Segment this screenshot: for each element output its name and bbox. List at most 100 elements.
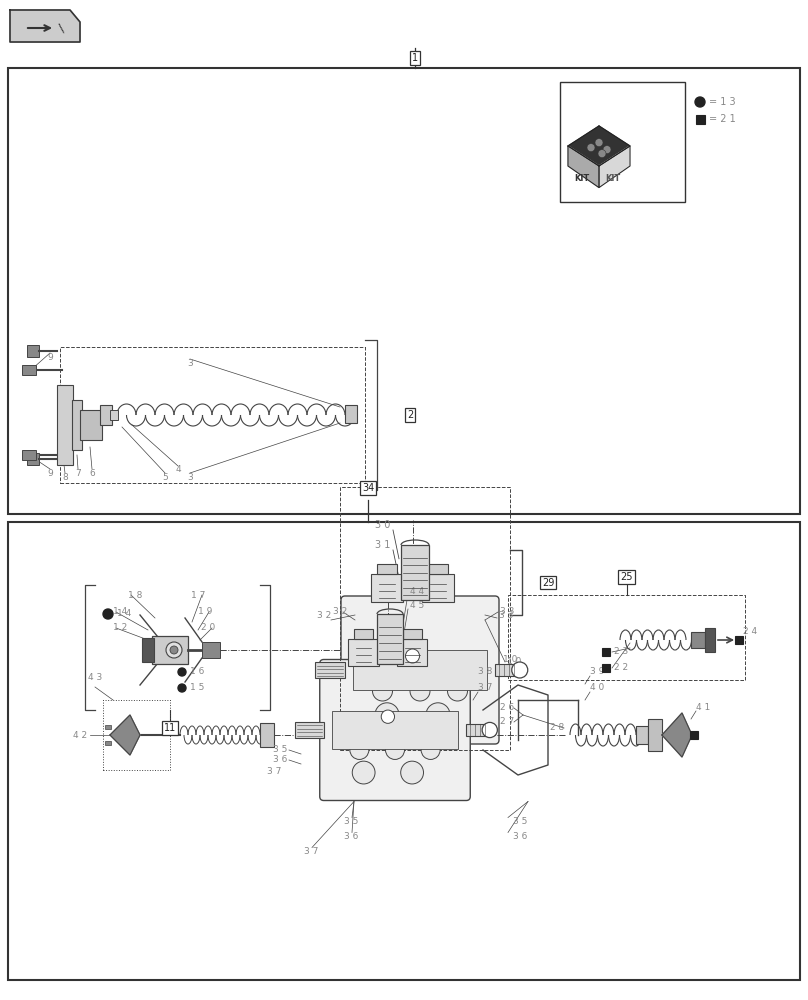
Bar [495,664,520,676]
Circle shape [410,681,430,701]
Text: 3 7: 3 7 [478,684,492,692]
Text: 29: 29 [542,578,554,587]
Bar [377,564,397,574]
Text: 1 0: 1 0 [503,656,517,664]
Bar [371,574,403,602]
Text: 4 0: 4 0 [590,684,604,692]
Bar [27,345,39,357]
Polygon shape [568,126,630,166]
Text: 2 3: 2 3 [614,648,629,656]
Text: 25: 25 [621,572,633,582]
Polygon shape [599,146,630,188]
Text: 1 6: 1 6 [190,668,204,676]
Circle shape [372,681,393,701]
Bar [636,726,648,744]
Text: 3 7: 3 7 [304,847,318,856]
Text: 2 7: 2 7 [500,718,514,726]
Bar [27,453,39,465]
Bar [8,522,800,980]
Bar [110,410,118,420]
Text: 3 3: 3 3 [499,610,513,619]
Bar [345,405,357,423]
Bar [57,385,73,465]
Bar [332,711,458,749]
Text: 8: 8 [62,473,68,482]
Text: KIT: KIT [574,174,589,183]
Bar [105,741,111,745]
Text: 3 5: 3 5 [272,746,287,754]
Circle shape [350,740,369,759]
Bar [602,664,610,672]
Text: 4 2: 4 2 [73,730,87,740]
Text: 1 8: 1 8 [128,590,142,599]
Text: 1 0: 1 0 [507,658,521,666]
Text: 3 1: 3 1 [375,540,390,550]
Polygon shape [662,713,692,757]
Text: = 1 3: = 1 3 [709,97,735,107]
Circle shape [178,668,186,676]
Text: 2: 2 [407,410,413,420]
Text: 4 5: 4 5 [410,601,424,610]
Circle shape [103,609,113,619]
Text: 6: 6 [89,468,95,478]
Text: 11: 11 [164,723,176,733]
Text: 2 0: 2 0 [201,624,215,633]
Circle shape [385,740,405,759]
Bar [22,450,36,460]
Polygon shape [568,146,599,188]
Circle shape [352,761,375,784]
Bar [8,68,800,514]
Text: 3 5: 3 5 [513,817,528,826]
Text: 3 0: 3 0 [375,520,390,530]
Bar [648,719,662,751]
Text: 9: 9 [47,468,53,478]
Text: 4 4: 4 4 [410,587,424,596]
Polygon shape [10,10,80,42]
Text: 1 4: 1 4 [117,609,131,618]
Text: 1 9: 1 9 [198,607,213,616]
FancyBboxPatch shape [341,596,499,744]
Text: 3 3: 3 3 [500,607,515,616]
Bar [72,400,82,450]
Bar [348,639,379,666]
Circle shape [421,740,440,759]
Text: 1 7: 1 7 [191,590,205,599]
Bar [353,650,487,690]
Circle shape [595,139,603,147]
Circle shape [401,761,423,784]
Text: 3 6: 3 6 [272,756,287,764]
Bar [22,365,36,375]
Circle shape [406,649,419,663]
Text: 2 8: 2 8 [550,724,564,732]
Text: 1 2: 1 2 [113,624,127,633]
Bar [152,636,188,664]
Circle shape [381,710,394,723]
Circle shape [695,97,705,107]
Text: 1 4: 1 4 [113,607,127,616]
Bar [691,632,705,648]
Text: 3: 3 [187,473,193,482]
Circle shape [170,646,178,654]
Text: 3 7: 3 7 [267,768,281,776]
Circle shape [482,722,498,738]
Text: /: / [56,22,68,34]
Bar [560,82,685,202]
Bar [466,724,490,736]
Bar [315,662,345,678]
Text: 3 8: 3 8 [478,668,492,676]
Bar [690,731,698,739]
Circle shape [178,684,186,692]
Circle shape [511,662,528,678]
Bar [260,723,274,747]
FancyBboxPatch shape [320,660,470,800]
Text: 3 6: 3 6 [344,832,359,841]
Text: 2 4: 2 4 [743,628,757,637]
Bar [602,648,610,656]
Bar [397,639,427,666]
Bar [377,614,403,664]
Text: 3 6: 3 6 [513,832,528,841]
Text: 3 2: 3 2 [333,607,347,616]
Text: 4 3: 4 3 [88,673,102,682]
Bar [735,636,743,644]
Bar [142,638,154,662]
